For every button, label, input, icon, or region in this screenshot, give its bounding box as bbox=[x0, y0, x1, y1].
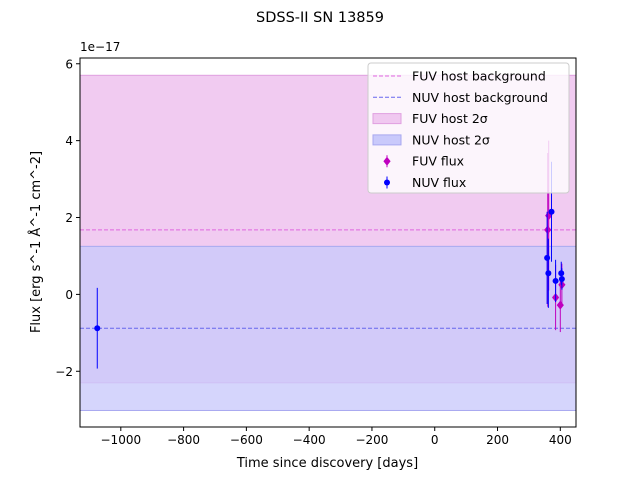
legend-label-fuv-flux: FUV flux bbox=[412, 154, 464, 169]
y-tick-label: −2 bbox=[55, 365, 73, 379]
nuv-flux-point bbox=[548, 208, 555, 215]
legend-label-fuv-host-background: FUV host background bbox=[412, 69, 546, 84]
fuv-flux-point bbox=[556, 300, 564, 310]
y-tick-label: 4 bbox=[65, 134, 73, 148]
legend-box bbox=[367, 62, 570, 194]
nuv-flux-point bbox=[552, 277, 559, 284]
x-tick-label: −200 bbox=[355, 433, 388, 447]
legend-label-nuv-host-background: NUV host background bbox=[412, 90, 548, 105]
legend-swatch-fuv-host-2 bbox=[372, 113, 402, 125]
legend: FUV host background NUV host background FU… bbox=[367, 62, 570, 194]
x-tick-label: 400 bbox=[549, 433, 572, 447]
y-tick-label: 0 bbox=[65, 288, 73, 302]
legend-swatch-fuv-flux bbox=[383, 156, 391, 166]
legend-label-fuv-host-2: FUV host 2σ bbox=[412, 111, 488, 126]
nuv-flux-point bbox=[545, 270, 552, 277]
fuv-flux-point bbox=[544, 225, 552, 235]
y-axis-label: Flux [erg s^-1 Å^-1 cm^-2] bbox=[28, 151, 44, 333]
y-tick-label: 2 bbox=[65, 211, 73, 225]
axes-frame bbox=[79, 57, 577, 428]
x-tick-label: −400 bbox=[293, 433, 326, 447]
x-tick-label: −800 bbox=[167, 433, 200, 447]
y-scale-offset-label: 1e−17 bbox=[80, 40, 120, 54]
nuv-flux-point bbox=[94, 325, 101, 332]
nuv-flux-point bbox=[558, 276, 565, 283]
nuv-flux-point bbox=[558, 270, 565, 277]
nuv-flux-point bbox=[544, 254, 551, 261]
legend-swatch-nuv-host-2 bbox=[372, 134, 402, 146]
x-tick-label: 0 bbox=[431, 433, 439, 447]
x-tick-label: −1000 bbox=[101, 433, 142, 447]
x-tick-label: 200 bbox=[486, 433, 509, 447]
x-tick-label: −600 bbox=[230, 433, 263, 447]
legend-label-nuv-host-2: NUV host 2σ bbox=[412, 132, 490, 147]
y-tick-label: 6 bbox=[65, 57, 73, 71]
x-axis-label: Time since discovery [days] bbox=[236, 456, 418, 471]
legend-label-nuv-flux: NUV flux bbox=[412, 175, 466, 190]
legend-swatch-nuv-flux bbox=[384, 179, 390, 186]
axes: −1000 −800 −600 −400 −200 0 200 400 −2 0 2 4 6 bbox=[55, 57, 577, 447]
chart-title: SDSS-II SN 13859 bbox=[256, 10, 384, 26]
